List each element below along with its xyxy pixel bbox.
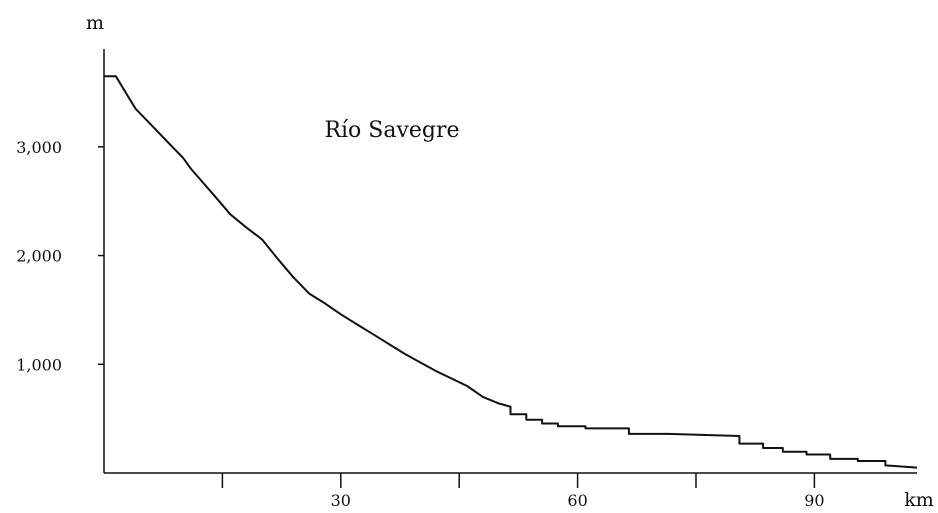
x-tick-label: 60 bbox=[567, 491, 587, 510]
y-tick-label: 2,000 bbox=[16, 247, 62, 266]
chart-title: Río Savegre bbox=[324, 118, 459, 143]
profile-line-0 bbox=[104, 75, 918, 469]
plot-area bbox=[104, 75, 918, 469]
axes bbox=[103, 49, 917, 474]
tick-labels: 1,000 2,000 3,000 30 60 90 bbox=[16, 138, 824, 510]
y-axis-unit-label: m bbox=[86, 12, 104, 34]
ticks bbox=[98, 146, 816, 488]
x-tick-label: 90 bbox=[804, 491, 824, 510]
y-tick-label: 1,000 bbox=[16, 355, 62, 374]
y-tick-label: 3,000 bbox=[16, 138, 62, 157]
x-tick-label: 30 bbox=[331, 491, 351, 510]
x-axis-unit-label: km bbox=[904, 489, 934, 511]
